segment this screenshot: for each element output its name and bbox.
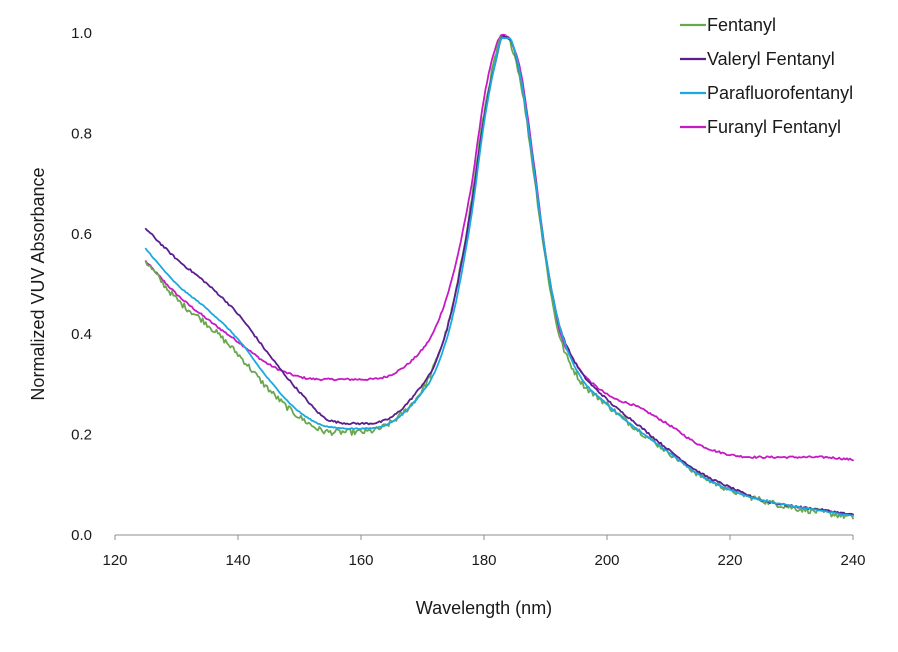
legend-label: Valeryl Fentanyl [707,49,835,69]
x-tick-label: 140 [225,552,250,569]
series-line-valeryl-fentanyl [144,35,854,516]
x-tick-label: 220 [717,552,742,569]
legend-label: Parafluorofentanyl [707,83,853,103]
y-tick-label: 0.8 [71,125,92,142]
y-tick-label: 0.2 [71,427,92,444]
x-axis-title: Wavelength (nm) [416,598,552,618]
legend-label: Fentanyl [707,15,776,35]
y-axis-title: Normalized VUV Absorbance [28,167,48,400]
series-line-fentanyl [144,35,854,520]
x-tick-label: 120 [102,552,127,569]
y-tick-label: 0.6 [71,226,92,243]
y-tick-label: 1.0 [71,25,92,42]
series-lines [144,33,854,520]
x-tick-label: 180 [471,552,496,569]
legend: Fentanyl Valeryl Fentanyl Parafluorofentan… [680,15,853,137]
series-line-parafluorofentanyl [144,36,854,517]
y-tick-label: 0.4 [71,326,92,343]
x-axis-ticks: 120 140 160 180 200 220 240 [102,535,866,569]
x-tick-label: 240 [840,552,865,569]
x-tick-label: 160 [348,552,373,569]
x-tick-label: 200 [594,552,619,569]
legend-label: Furanyl Fentanyl [707,117,841,137]
y-tick-label: 0.0 [71,527,92,544]
y-axis-ticks: 0.0 0.2 0.4 0.6 0.8 1.0 [71,25,92,544]
